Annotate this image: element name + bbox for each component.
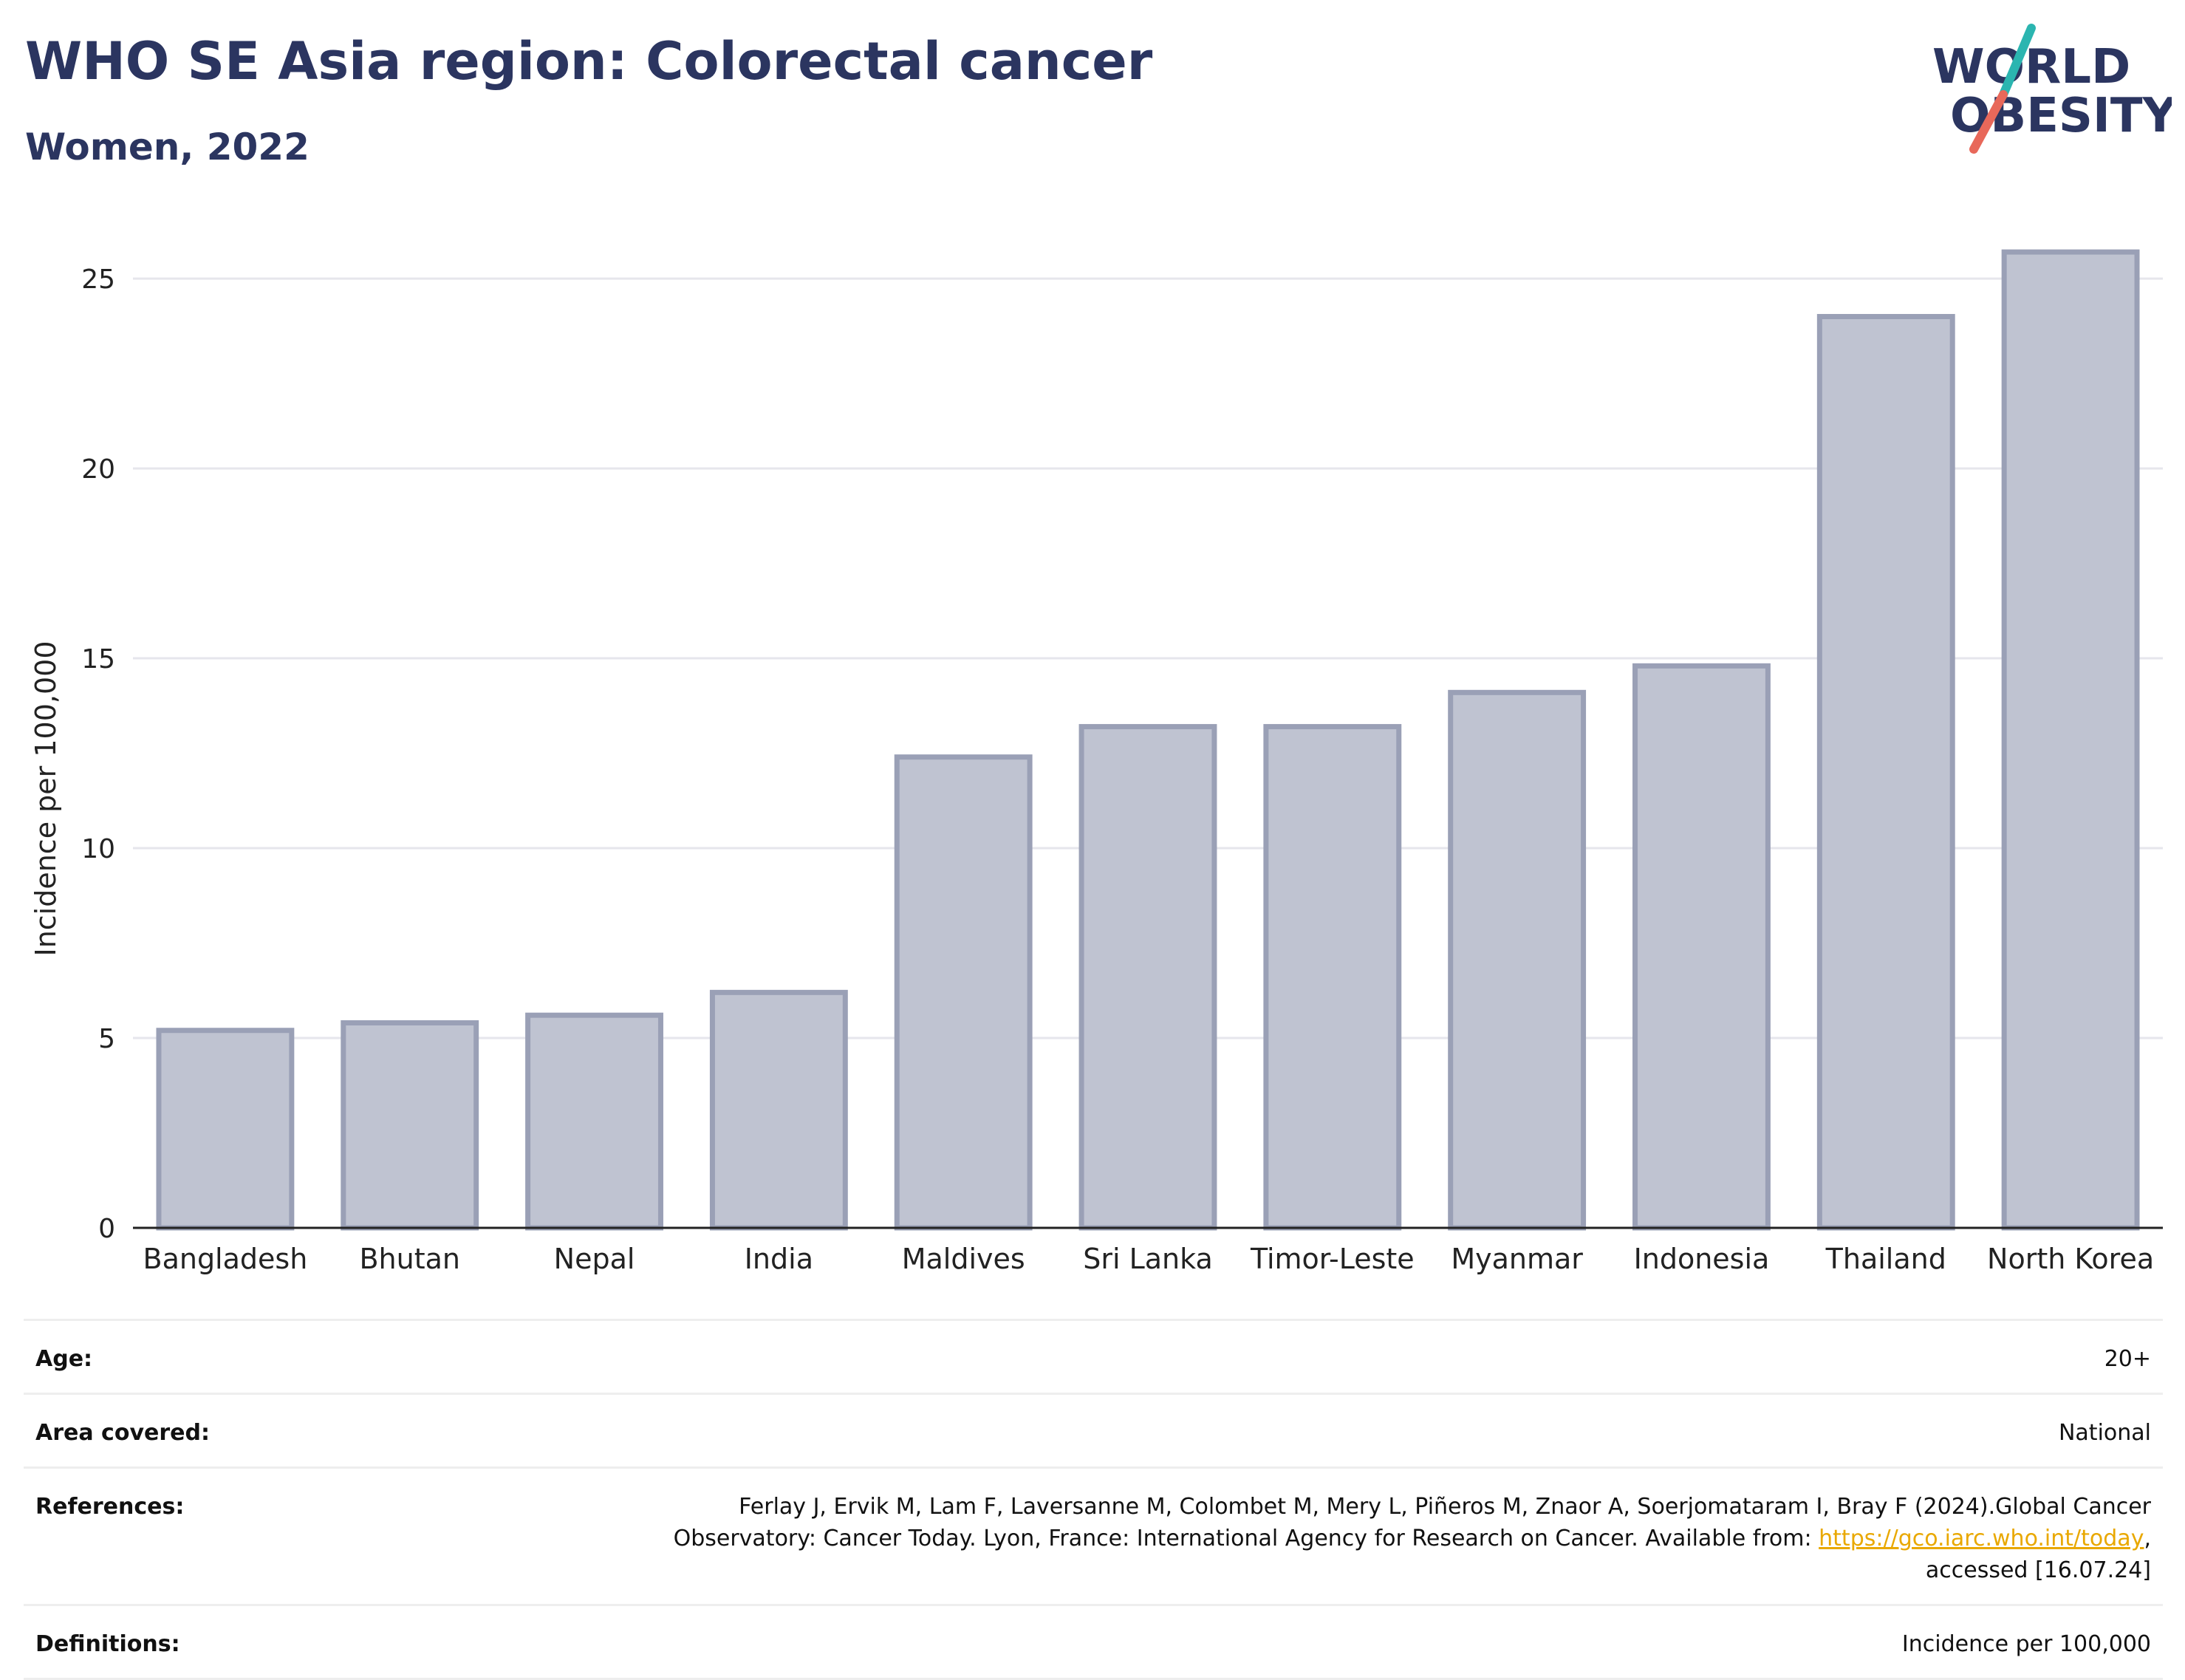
x-tick-labels: Bangladesh Bhutan Nepal India Maldives Sri La… xyxy=(143,1243,2155,1275)
area-label: Area covered: xyxy=(35,1420,210,1446)
definitions-label: Definitions: xyxy=(35,1631,180,1657)
chart-title: WHO SE Asia region: Colorectal cancer xyxy=(25,31,1153,92)
x-tick-label: Thailand xyxy=(1825,1243,1946,1275)
x-tick-label: Bangladesh xyxy=(143,1243,308,1275)
references-line-2-text: Observatory: Cancer Today. Lyon, France:… xyxy=(673,1526,1819,1551)
references-line-1: Ferlay J, Ervik M, Lam F, Laversanne M, … xyxy=(739,1494,2151,1520)
x-tick-label: Bhutan xyxy=(359,1243,460,1275)
y-tick-label: 5 xyxy=(98,1024,115,1054)
bar-indonesia xyxy=(1632,663,1771,1231)
references-line-2-comma: , xyxy=(2144,1526,2151,1551)
meta-row-area: Area covered: National xyxy=(24,1393,2163,1466)
bars xyxy=(156,249,2140,1231)
logo-slash-coral xyxy=(1969,90,2008,154)
references-value: Ferlay J, Ervik M, Lam F, Laversanne M, … xyxy=(553,1491,2151,1586)
x-tick-label: Maldives xyxy=(902,1243,1025,1275)
references-line-3: accessed [16.07.24] xyxy=(1925,1557,2151,1583)
bar-nepal xyxy=(525,1012,663,1231)
bar-sri-lanka xyxy=(1078,724,1217,1231)
y-tick-label: 20 xyxy=(81,454,115,485)
bar-timor-leste xyxy=(1263,724,1402,1231)
chart-subtitle: Women, 2022 xyxy=(25,126,310,168)
references-link[interactable]: https://gco.iarc.who.int/today xyxy=(1819,1526,2144,1551)
bar-thailand xyxy=(1816,313,1955,1231)
bar-india xyxy=(709,989,848,1231)
x-tick-label: Indonesia xyxy=(1634,1243,1770,1275)
world-obesity-logo: WORLD OBESITY xyxy=(1932,24,2172,154)
bar-myanmar xyxy=(1448,689,1587,1231)
age-value: 20+ xyxy=(2104,1346,2151,1372)
logo-slash-teal xyxy=(1999,24,2036,99)
logo-word-world: WORLD xyxy=(1932,40,2130,95)
bar-maldives xyxy=(894,754,1033,1231)
bar-bhutan xyxy=(341,1020,479,1231)
bar-bangladesh xyxy=(156,1028,295,1231)
bar-north-korea xyxy=(2001,249,2140,1231)
metadata-table: Age: 20+ Area covered: National Referenc… xyxy=(24,1319,2163,1680)
x-tick-label: Sri Lanka xyxy=(1083,1243,1213,1275)
y-axis-label: Incidence per 100,000 xyxy=(30,641,62,956)
y-tick-label: 10 xyxy=(81,834,115,864)
x-tick-label: Nepal xyxy=(554,1243,635,1275)
meta-row-age: Age: 20+ xyxy=(24,1319,2163,1393)
y-tick-label: 25 xyxy=(81,264,115,295)
x-tick-label: India xyxy=(745,1243,813,1275)
bar-chart: 0 5 10 15 20 25 Bangladesh Bhutan Nepal India Mal… xyxy=(30,249,2163,1275)
y-tick-label: 0 xyxy=(98,1214,115,1244)
meta-row-references: References: Ferlay J, Ervik M, Lam F, La… xyxy=(24,1466,2163,1604)
definitions-value: Incidence per 100,000 xyxy=(1901,1631,2151,1657)
x-tick-label: North Korea xyxy=(1987,1243,2154,1275)
references-label: References: xyxy=(35,1494,185,1520)
y-tick-label: 15 xyxy=(81,644,115,675)
x-tick-label: Myanmar xyxy=(1451,1243,1583,1275)
references-line-2: Observatory: Cancer Today. Lyon, France:… xyxy=(553,1523,2151,1554)
y-tick-labels: 0 5 10 15 20 25 xyxy=(81,264,115,1244)
age-label: Age: xyxy=(35,1346,93,1372)
meta-row-definitions: Definitions: Incidence per 100,000 xyxy=(24,1604,2163,1680)
x-tick-label: Timor-Leste xyxy=(1250,1243,1415,1275)
area-value: National xyxy=(2058,1420,2151,1446)
